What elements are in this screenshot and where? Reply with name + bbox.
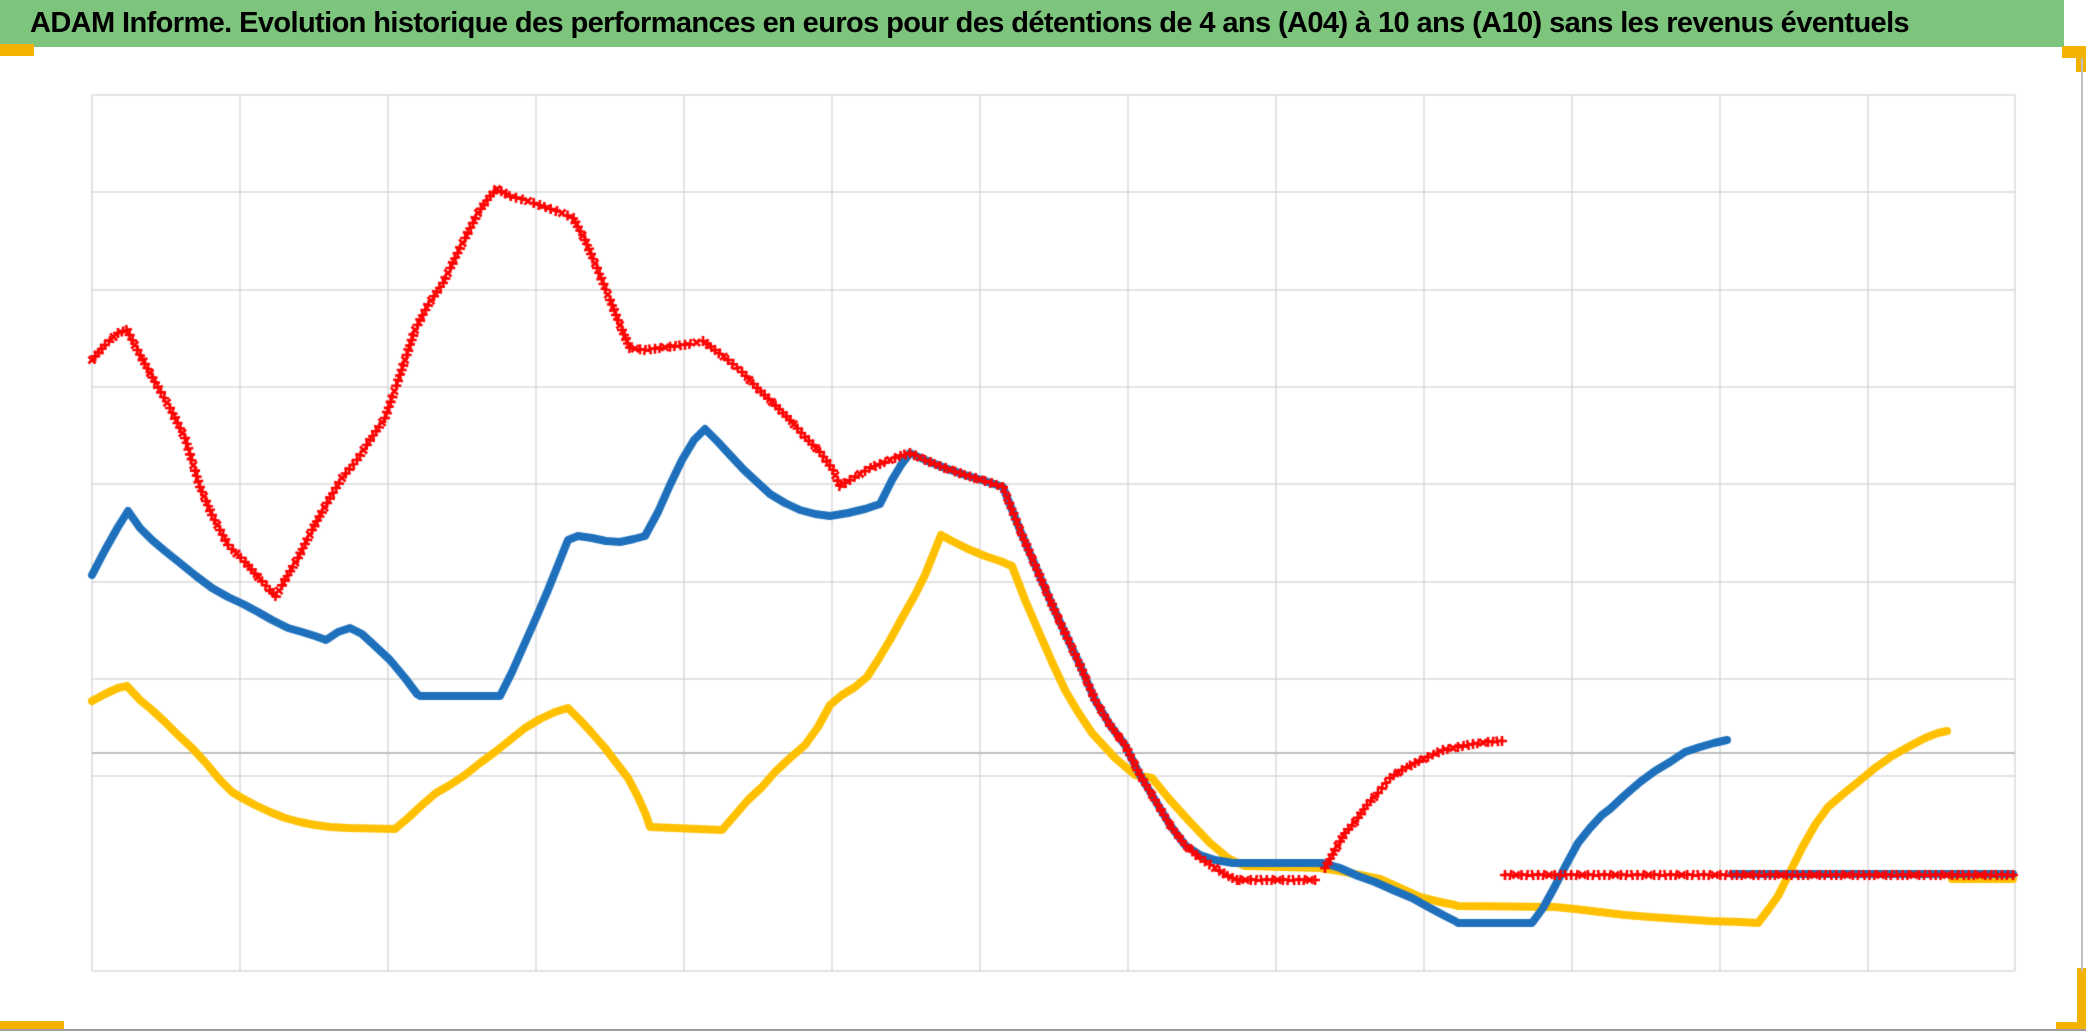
gold-accent-top-left <box>0 44 34 56</box>
gold-accent-bottom-left <box>0 1021 64 1030</box>
bottom-edge-rule <box>0 1029 2086 1031</box>
gold-accent-bottom-right-horizontal <box>2056 1022 2086 1031</box>
right-edge-rule <box>2081 58 2083 971</box>
title-bar: ADAM Informe. Evolution historique des p… <box>0 0 2064 47</box>
gold-accent-bottom-right-vertical <box>2077 968 2086 1031</box>
page-title: ADAM Informe. Evolution historique des p… <box>30 7 1910 39</box>
